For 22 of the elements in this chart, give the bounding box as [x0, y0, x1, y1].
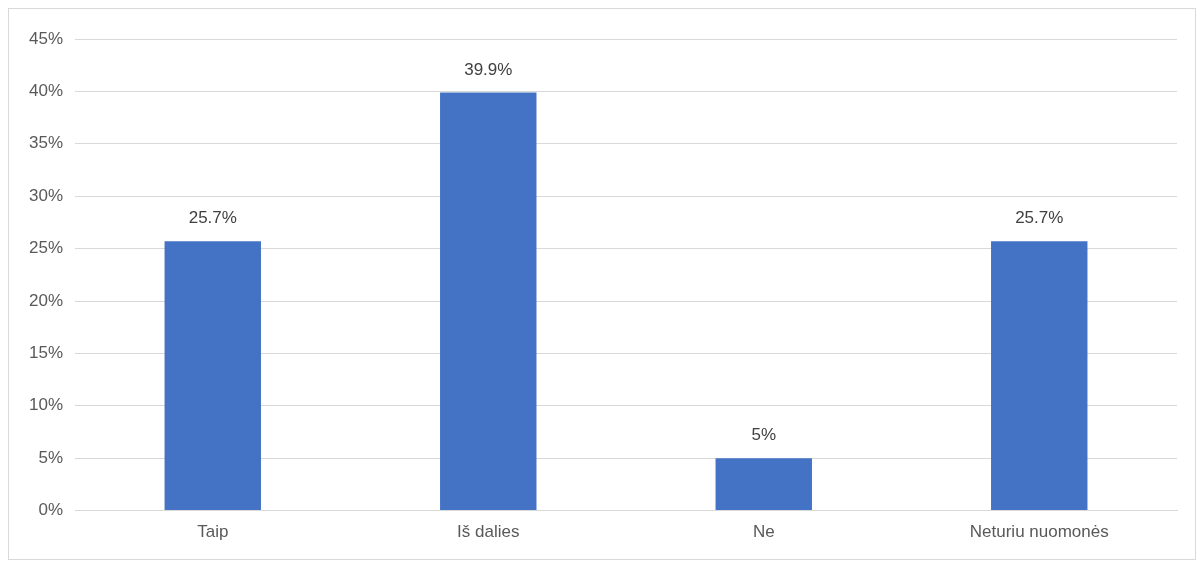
y-tick-label: 0%: [38, 500, 64, 520]
y-tick-label: 30%: [28, 185, 64, 205]
bar: [715, 458, 812, 511]
bar: [440, 92, 537, 511]
data-label: 5%: [751, 425, 777, 445]
data-label: 39.9%: [464, 59, 513, 79]
y-tick-label: 40%: [28, 81, 64, 101]
x-tick-label: Neturiu nuomonės: [969, 522, 1109, 542]
y-tick-label: 10%: [28, 395, 64, 415]
y-tick-label: 15%: [28, 343, 64, 363]
bar: [991, 241, 1088, 511]
data-label: 25.7%: [188, 208, 237, 228]
data-label: 25.7%: [1015, 208, 1064, 228]
x-tick-label: Taip: [197, 522, 229, 542]
y-tick-label: 35%: [28, 133, 64, 153]
y-tick-label: 20%: [28, 290, 64, 310]
x-tick-label: Ne: [752, 522, 775, 542]
bar: [164, 241, 261, 511]
y-tick-label: 25%: [28, 238, 64, 258]
y-tick-label: 5%: [38, 447, 64, 467]
x-tick-label: Iš dalies: [457, 522, 520, 542]
y-tick-label: 45%: [28, 28, 64, 48]
